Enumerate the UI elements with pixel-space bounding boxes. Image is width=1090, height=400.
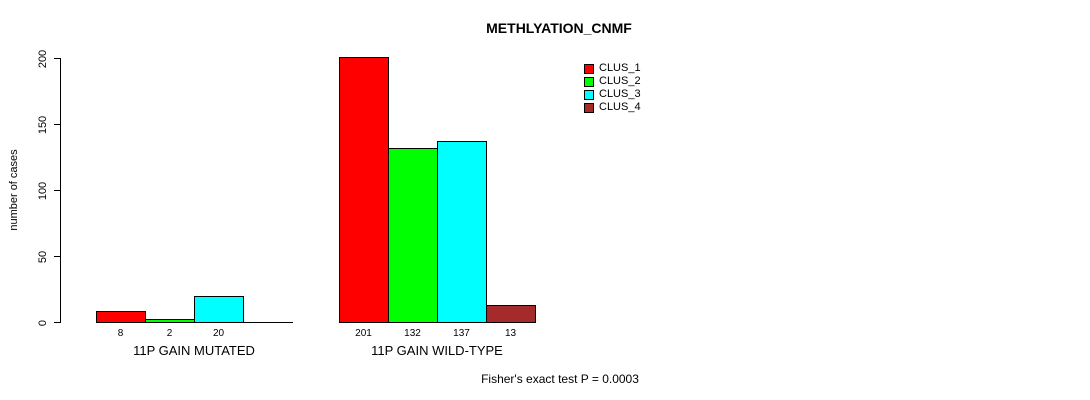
bar-value-label: 20 [212,328,225,339]
y-tick [54,58,60,59]
y-tick-label: 100 [37,181,49,200]
legend-swatch-clus_4 [584,102,594,113]
y-axis-label: number of cases [8,149,20,231]
bar-clus_2 [145,319,195,323]
bar-clus_1 [339,56,389,323]
legend: CLUS_1 CLUS_2 CLUS_3 CLUS_4 [584,62,641,114]
group-label: 11P GAIN MUTATED [133,343,255,358]
bar-clus_1 [96,311,146,323]
y-tick [54,190,60,191]
legend-row: CLUS_4 [584,101,641,114]
bar-value-label: 132 [404,328,421,339]
legend-swatch-clus_2 [584,76,594,87]
bar-clus_3 [437,141,487,323]
legend-row: CLUS_1 [584,62,641,75]
legend-row: CLUS_2 [584,75,641,88]
y-tick-label: 50 [37,250,49,263]
y-tick [54,256,60,257]
bar-value-label: 8 [117,328,124,339]
bar-value-label: 137 [453,328,470,339]
legend-row: CLUS_3 [584,88,641,101]
legend-swatch-clus_1 [584,63,594,74]
y-tick-label: 200 [37,49,49,68]
chart-title: METHLYATION_CNMF [486,20,632,36]
y-tick-label: 0 [37,319,49,326]
legend-label: CLUS_1 [599,62,641,74]
bar-value-label: 13 [504,328,517,339]
bar-clus_4 [486,304,536,323]
y-tick [54,124,60,125]
legend-swatch-clus_3 [584,89,594,100]
group-label: 11P GAIN WILD-TYPE [371,343,503,358]
bar-value-label: 2 [166,328,173,339]
bar-clus_3 [194,295,244,323]
bar-value-label: 201 [355,328,372,339]
y-tick [54,322,60,323]
fisher-test-annotation: Fisher's exact test P = 0.0003 [481,372,639,386]
y-axis-line [60,58,61,323]
legend-label: CLUS_2 [599,75,641,87]
legend-label: CLUS_4 [599,101,641,113]
legend-label: CLUS_3 [599,88,641,100]
bar-clus_2 [388,147,438,323]
y-tick-label: 150 [37,115,49,134]
